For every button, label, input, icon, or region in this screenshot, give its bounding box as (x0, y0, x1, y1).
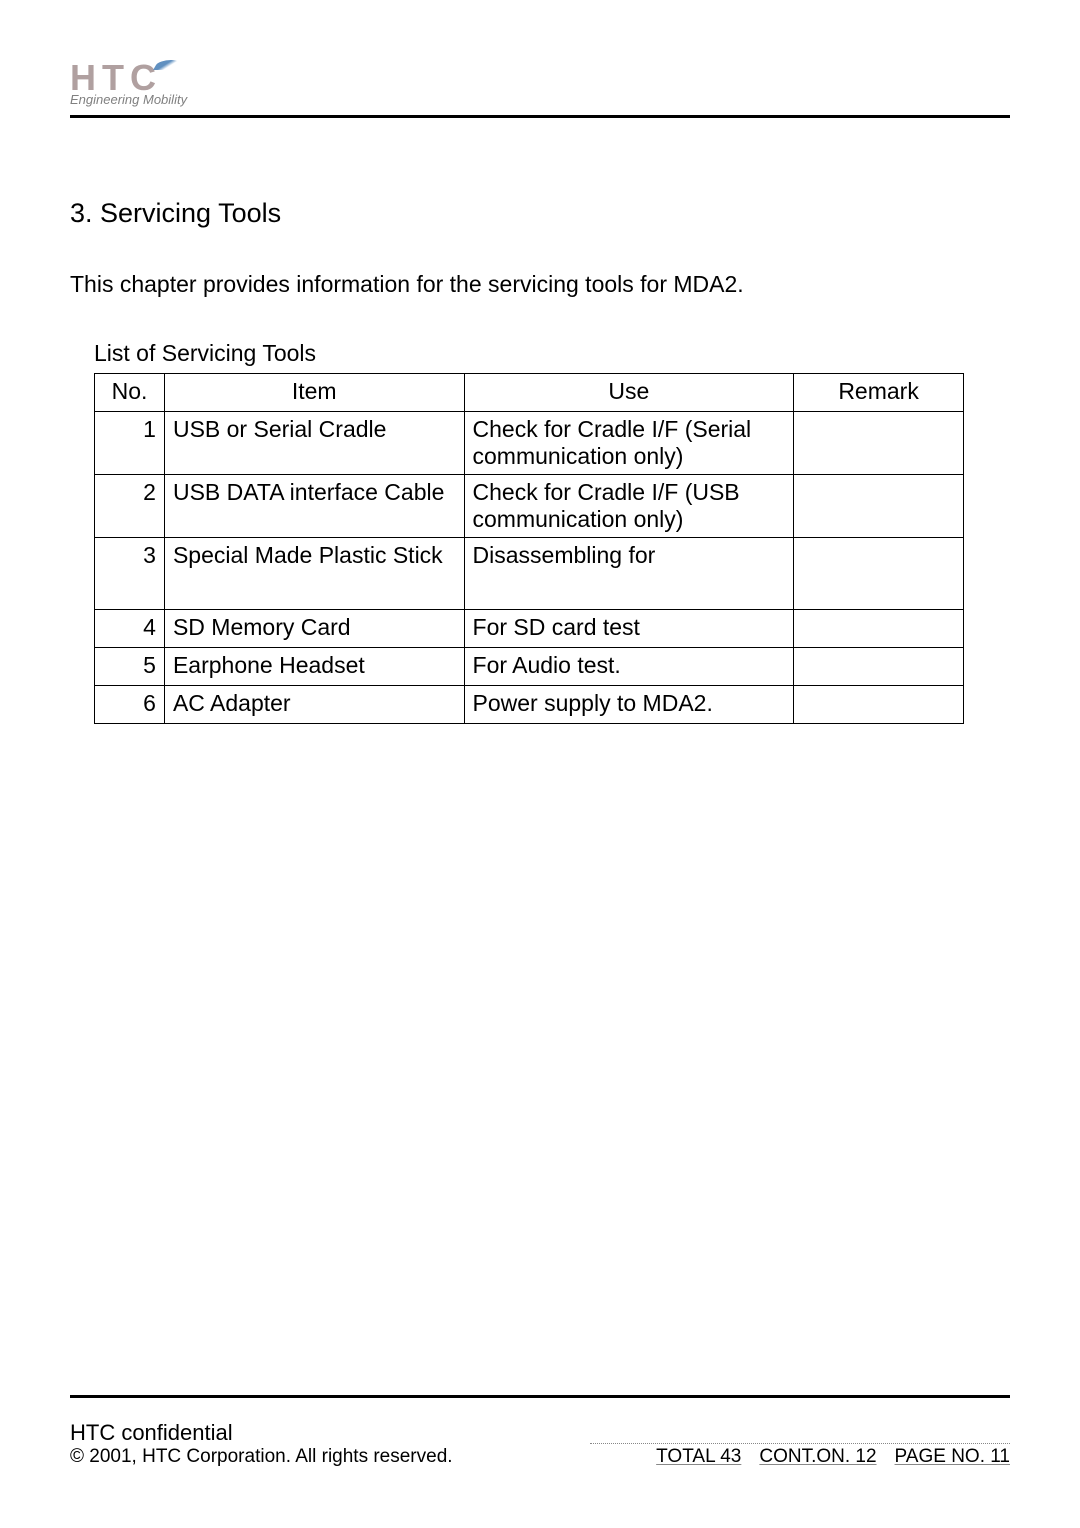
footer-right: TOTAL 43 CONT.ON. 12 PAGE NO. 11 (590, 1443, 1010, 1468)
footer: HTC confidential © 2001, HTC Corporation… (70, 1395, 1010, 1468)
cell-item: Special Made Plastic Stick (164, 538, 464, 610)
cell-no: 4 (95, 610, 165, 648)
cell-item: Earphone Headset (164, 648, 464, 686)
bottom-rule (70, 1395, 1010, 1398)
footer-right-dotted-line (590, 1443, 1010, 1444)
cell-remark (794, 538, 964, 610)
table-caption: List of Servicing Tools (94, 340, 1010, 367)
cell-use: Disassembling for (464, 538, 794, 610)
header-use: Use (464, 374, 794, 412)
footer-left: HTC confidential © 2001, HTC Corporation… (70, 1420, 453, 1468)
cell-item: USB or Serial Cradle (164, 412, 464, 475)
cell-item: USB DATA interface Cable (164, 475, 464, 538)
cell-remark (794, 610, 964, 648)
table-row: 6 AC Adapter Power supply to MDA2. (95, 686, 964, 724)
header-item: Item (164, 374, 464, 412)
top-rule (70, 115, 1010, 118)
cell-no: 6 (95, 686, 165, 724)
footer-confidential: HTC confidential (70, 1420, 453, 1446)
section-title: 3. Servicing Tools (70, 198, 1010, 229)
cell-no: 2 (95, 475, 165, 538)
cell-item: AC Adapter (164, 686, 464, 724)
table-row: 4 SD Memory Card For SD card test (95, 610, 964, 648)
cell-remark (794, 475, 964, 538)
section-intro: This chapter provides information for th… (70, 271, 1010, 298)
cell-remark (794, 648, 964, 686)
table-header-row: No. Item Use Remark (95, 374, 964, 412)
cell-no: 3 (95, 538, 165, 610)
cell-no: 1 (95, 412, 165, 475)
table-row: 1 USB or Serial Cradle Check for Cradle … (95, 412, 964, 475)
table-row: 3 Special Made Plastic Stick Disassembli… (95, 538, 964, 610)
cell-use: Check for Cradle I/F (Serial communicati… (464, 412, 794, 475)
header-remark: Remark (794, 374, 964, 412)
logo: HTC Engineering Mobility (70, 60, 1010, 107)
footer-copyright: © 2001, HTC Corporation. All rights rese… (70, 1446, 453, 1468)
table-row: 2 USB DATA interface Cable Check for Cra… (95, 475, 964, 538)
logo-sub: Engineering Mobility (70, 92, 1010, 107)
cell-use: For Audio test. (464, 648, 794, 686)
cell-item: SD Memory Card (164, 610, 464, 648)
cell-no: 5 (95, 648, 165, 686)
cell-use: Check for Cradle I/F (USB communication … (464, 475, 794, 538)
footer-total: TOTAL 43 (656, 1446, 741, 1467)
tools-table: No. Item Use Remark 1 USB or Serial Crad… (94, 373, 964, 724)
header-no: No. (95, 374, 165, 412)
cell-remark (794, 412, 964, 475)
cell-use: Power supply to MDA2. (464, 686, 794, 724)
cell-use: For SD card test (464, 610, 794, 648)
footer-page: PAGE NO. 11 (895, 1446, 1010, 1467)
footer-cont: CONT.ON. 12 (759, 1446, 876, 1467)
cell-remark (794, 686, 964, 724)
table-row: 5 Earphone Headset For Audio test. (95, 648, 964, 686)
